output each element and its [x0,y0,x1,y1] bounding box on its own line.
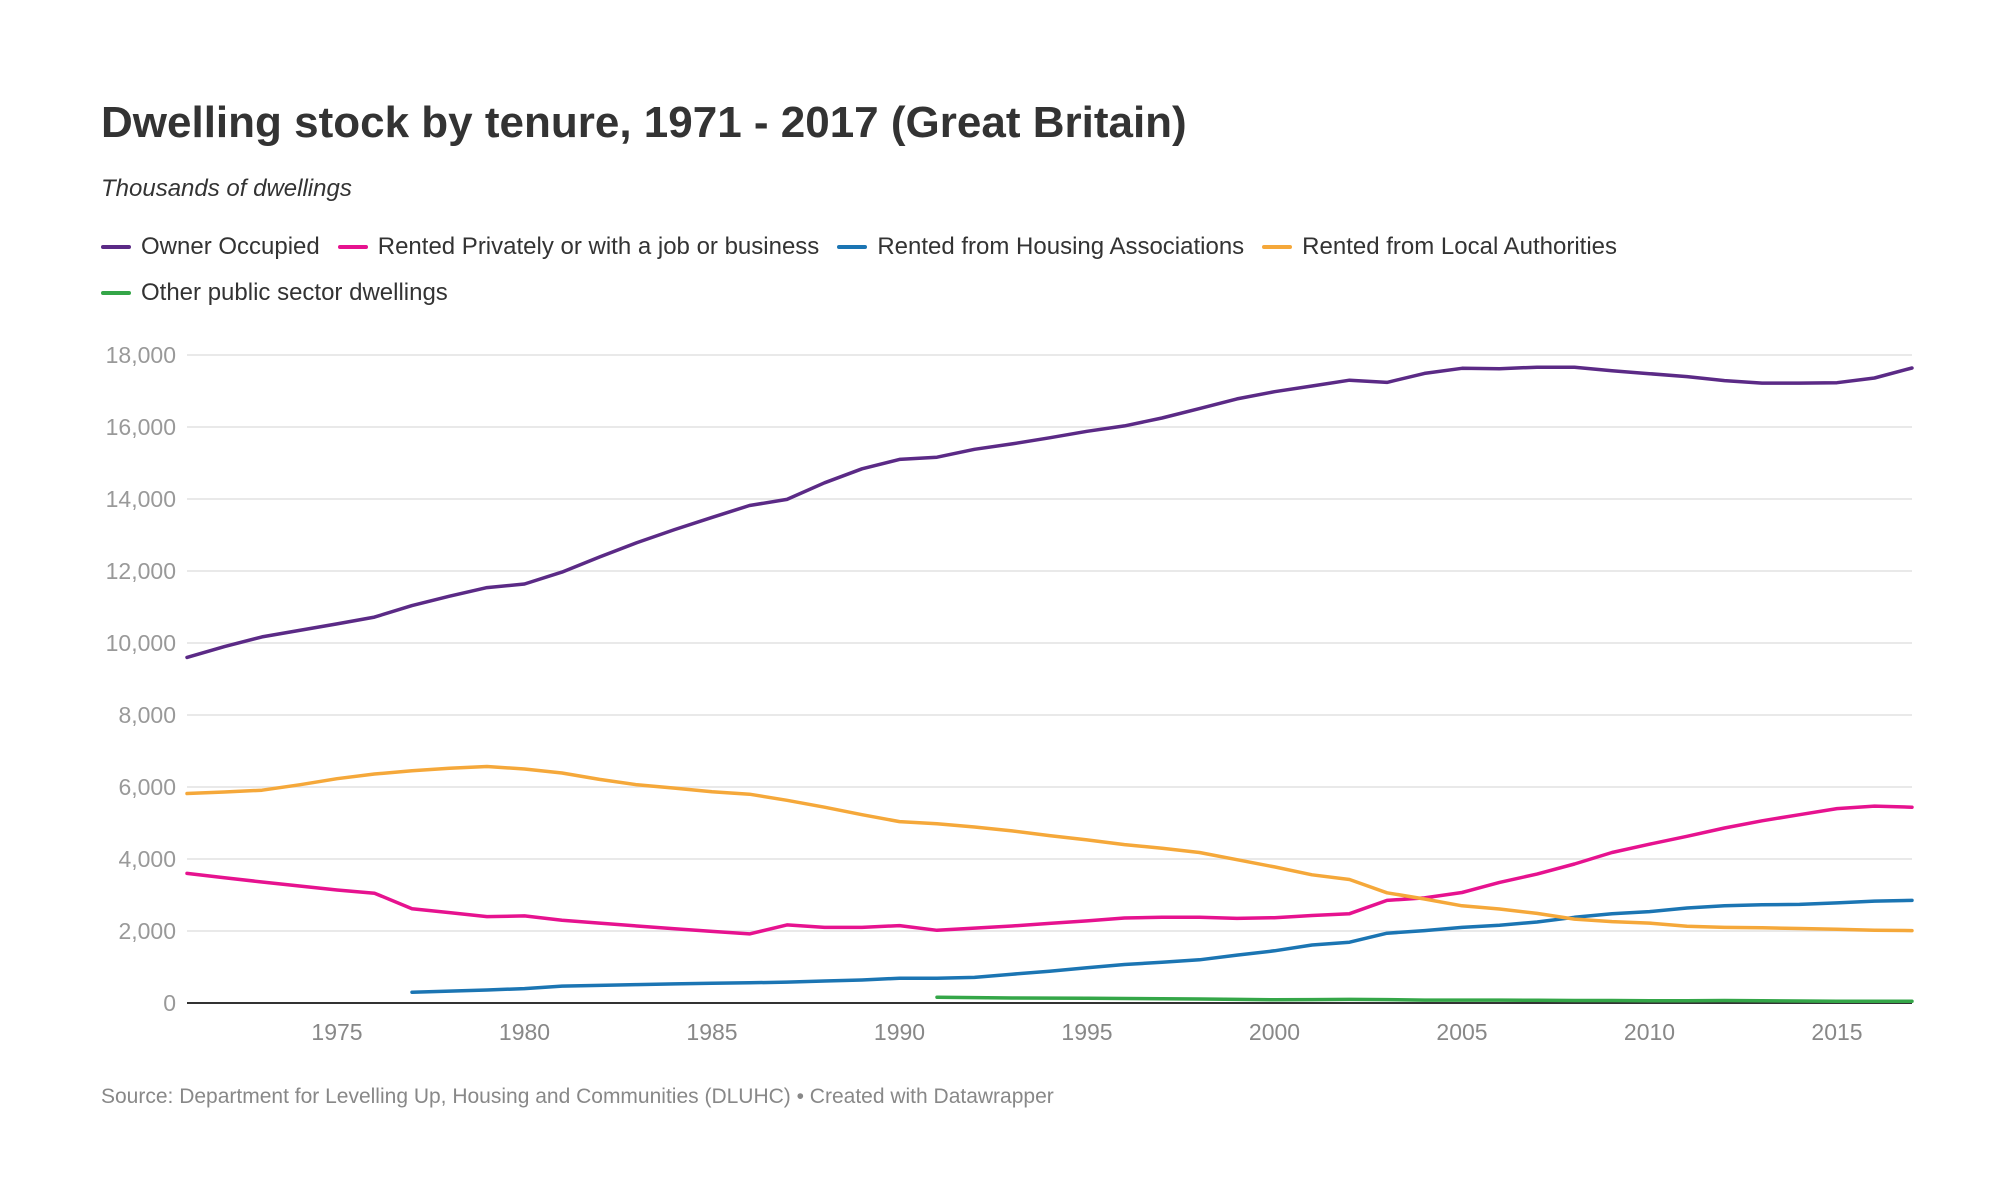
legend-label-rented-privately: Rented Privately or with a job or busine… [377,233,820,260]
y-tick-label-6000: 6,000 [118,774,176,800]
legend-item-rented-privately: Rented Privately or with a job or busine… [337,233,820,260]
x-tick-label-1980: 1980 [499,1019,550,1045]
y-tick-label-16000: 16,000 [106,414,176,440]
y-tick-label-8000: 8,000 [118,702,176,728]
series-line-owner-occupied [185,365,1914,660]
y-tick-label-4000: 4,000 [118,846,176,872]
legend-item-other-public-sector: Other public sector dwellings [101,279,448,306]
source-note: Source: Department for Levelling Up, Hou… [101,1085,1054,1108]
legend-swatch-owner-occupied [101,245,131,249]
series-line-rented-from-local-authorities [185,764,1914,933]
legend-label-housing-associations: Rented from Housing Associations [877,233,1245,260]
x-tick-label-1975: 1975 [311,1019,362,1045]
x-tick-label-2005: 2005 [1436,1019,1487,1045]
legend-label-other-public-sector: Other public sector dwellings [141,279,448,306]
x-tick-label-1990: 1990 [874,1019,925,1045]
x-tick-label-2010: 2010 [1624,1019,1675,1045]
series-line-other-public-sector-dwellings [935,995,1914,1003]
y-tick-label-12000: 12,000 [106,558,176,584]
x-tick-label-1985: 1985 [686,1019,737,1045]
legend-item-housing-associations: Rented from Housing Associations [837,233,1245,260]
legend: Owner Occupied Rented Privately or with … [101,233,1661,306]
legend-item-owner-occupied: Owner Occupied [101,233,320,260]
chart-title: Dwelling stock by tenure, 1971 - 2017 (G… [101,98,1187,147]
legend-swatch-housing-associations [837,245,868,249]
series-line-rented-privately-or-with-a-job-or-business [185,804,1914,936]
legend-label-owner-occupied: Owner Occupied [141,233,320,260]
x-tick-label-2015: 2015 [1811,1019,1862,1045]
series-line-rented-from-housing-associations [410,898,1914,994]
y-tick-label-18000: 18,000 [106,342,176,368]
series-lines [185,365,1914,1003]
legend-swatch-other-public-sector [101,291,131,295]
y-axis-ticks: 0 2,000 4,000 6,000 8,000 10,000 12,000 14,000 1… [106,342,176,1016]
x-axis-ticks: 1975 1980 1985 1990 1995 2000 2005 2010 2015 [311,1019,1862,1045]
y-tick-label-10000: 10,000 [106,630,176,656]
chart-subtitle: Thousands of dwellings [101,175,352,202]
y-tick-label-14000: 14,000 [106,486,176,512]
legend-swatch-rented-privately [337,245,368,249]
x-tick-label-1995: 1995 [1061,1019,1112,1045]
y-tick-label-0: 0 [163,990,176,1016]
legend-item-local-authorities: Rented from Local Authorities [1262,233,1618,260]
legend-swatch-local-authorities [1262,245,1293,249]
y-tick-label-2000: 2,000 [118,918,176,944]
x-tick-label-2000: 2000 [1249,1019,1300,1045]
gridlines [187,354,1912,932]
legend-label-local-authorities: Rented from Local Authorities [1302,233,1618,260]
